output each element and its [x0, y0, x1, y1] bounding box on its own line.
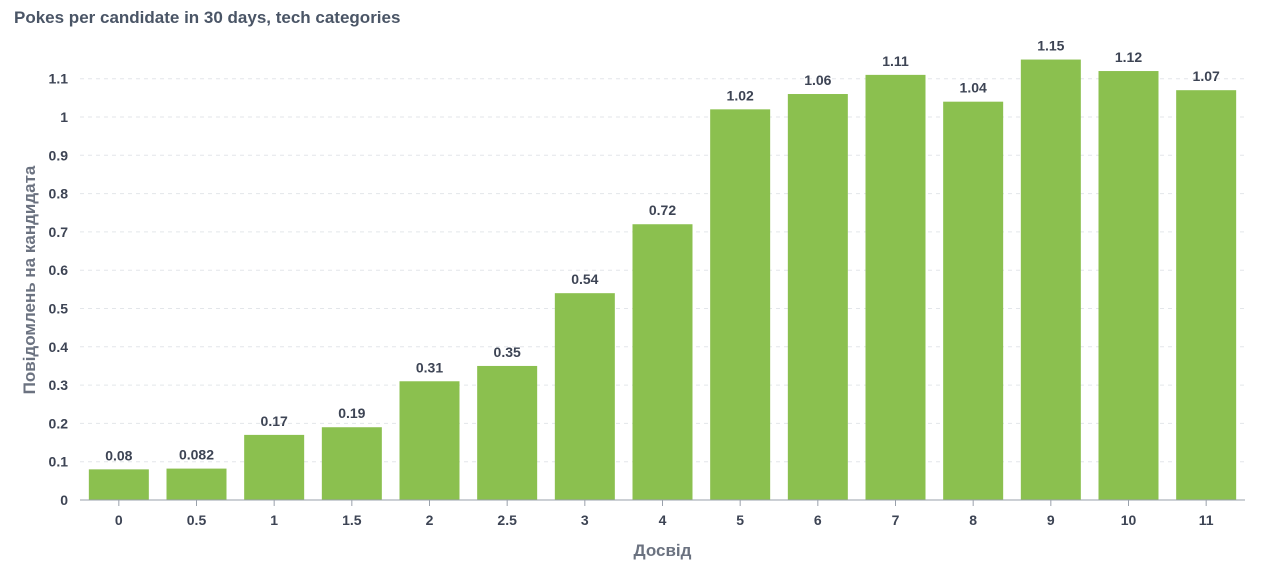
x-tick-label: 1: [270, 512, 278, 528]
y-tick-label: 0.9: [49, 147, 69, 163]
bars: [88, 59, 1237, 501]
y-tick-label: 0.8: [49, 186, 69, 202]
x-axis-label: Досвід: [634, 541, 692, 560]
y-tick-label: 0.6: [49, 262, 69, 278]
bar: [943, 101, 1004, 501]
data-label: 1.11: [882, 53, 909, 69]
data-label: 0.54: [571, 271, 598, 287]
y-tick-label: 0: [60, 492, 68, 508]
bar: [88, 469, 149, 500]
data-labels: 0.08 0.082 0.17 0.19 0.31 0.35 0.54 0.72 1.02 1.0…: [105, 38, 1220, 464]
bar: [244, 434, 305, 500]
data-label: 0.082: [179, 447, 214, 463]
x-tick-label: 8: [969, 512, 977, 528]
y-tick-label: 0.4: [49, 339, 69, 355]
x-tick-label: 7: [892, 512, 900, 528]
data-label: 0.31: [416, 359, 443, 375]
data-label: 0.19: [338, 405, 365, 421]
y-tick-label: 0.5: [49, 301, 69, 317]
bar: [710, 109, 771, 500]
x-tick-label: 5: [736, 512, 744, 528]
data-label: 0.72: [649, 202, 676, 218]
bar: [1020, 59, 1081, 501]
x-tick-label: 10: [1121, 512, 1137, 528]
x-tick-label: 4: [659, 512, 667, 528]
x-tick-label: 0.5: [187, 512, 207, 528]
x-tick-label: 11: [1199, 512, 1214, 528]
data-label: 1.06: [804, 72, 831, 88]
data-label: 0.35: [494, 344, 521, 360]
x-tick-label: 6: [814, 512, 822, 528]
bar: [1176, 90, 1237, 500]
x-tick-label: 9: [1047, 512, 1055, 528]
data-label: 1.07: [1193, 68, 1220, 84]
data-label: 1.15: [1037, 38, 1064, 54]
y-axis-ticks: 0 0.1 0.2 0.3 0.4 0.5 0.6 0.7 0.8 0.9 1 1.1: [49, 71, 69, 508]
x-tick-label: 0: [115, 512, 123, 528]
y-axis-label: Повідомлень на кандидата: [20, 165, 39, 394]
y-tick-label: 1.1: [49, 71, 69, 87]
bar: [632, 224, 693, 501]
x-tick-label: 2: [426, 512, 434, 528]
x-axis-ticks: 0 0.5 1 1.5 2 2.5 3 4 5 6 7 8 9 10 11: [115, 500, 1214, 528]
x-tick-label: 2.5: [497, 512, 517, 528]
bar: [399, 381, 460, 500]
data-label: 1.02: [727, 87, 754, 103]
data-label: 0.17: [261, 413, 288, 429]
bar: [554, 293, 615, 500]
x-tick-label: 3: [581, 512, 589, 528]
y-tick-label: 0.2: [49, 415, 69, 431]
bar: [787, 94, 848, 501]
x-tick-label: 1.5: [342, 512, 362, 528]
bar: [865, 74, 926, 501]
bar: [166, 468, 227, 500]
y-tick-label: 0.3: [49, 377, 69, 393]
bar: [321, 427, 382, 500]
y-tick-label: 1: [60, 109, 68, 125]
bar: [477, 365, 538, 500]
y-tick-label: 0.7: [49, 224, 69, 240]
data-label: 1.04: [960, 80, 987, 96]
bar: [1098, 71, 1159, 500]
y-tick-label: 0.1: [49, 454, 69, 470]
data-label: 0.08: [105, 447, 132, 463]
data-label: 1.12: [1115, 49, 1142, 65]
chart-title: Pokes per candidate in 30 days, tech cat…: [14, 8, 401, 27]
